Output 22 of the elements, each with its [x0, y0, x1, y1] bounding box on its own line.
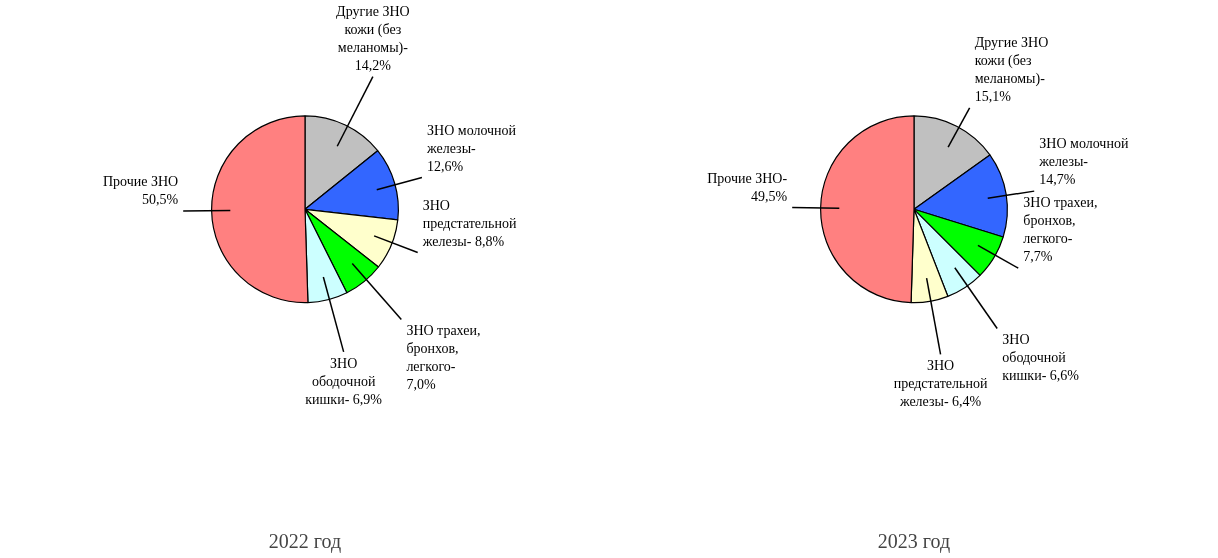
slice-label: ЗНО ободочной кишки- 6,6%: [1002, 332, 1080, 384]
text: 2023 год: [877, 529, 951, 553]
slice-label: ЗНО ободочной кишки- 6,9%: [305, 355, 383, 407]
data-label: 15,1%: [974, 89, 1012, 105]
data-label: 7,0%: [406, 377, 436, 393]
data-label: 14,2%: [354, 57, 392, 73]
data-label: 12,6%: [427, 158, 464, 174]
data-label: 50,5%: [141, 192, 179, 208]
data-label: 14,7%: [1039, 172, 1076, 188]
text: 2022 год: [268, 529, 342, 553]
data-label: 7,7%: [1023, 249, 1053, 265]
slice-label: ЗНО молочной железы-: [426, 122, 517, 156]
slice-label: ЗНО молочной железы-: [1038, 136, 1129, 170]
slice-label: ЗНО предстательной железы- 8,8%: [421, 197, 517, 249]
legend-label: ЗНО трахеи, бронхов, легкого-: [1023, 195, 1098, 247]
data-label: 49,5%: [750, 188, 788, 204]
slice-label: ЗНО предстательной железы- 6,4%: [893, 358, 988, 410]
slice-label: Прочие ЗНО-: [707, 170, 788, 186]
slice-label: Другие ЗНО кожи (без меланомы)-: [974, 35, 1049, 88]
slice-label: ЗНО трахеи, бронхов, легкого-: [406, 323, 481, 375]
slice-label: Прочие ЗНО: [102, 174, 179, 190]
slice-label: Другие ЗНО кожи (без меланомы)-: [336, 3, 410, 56]
